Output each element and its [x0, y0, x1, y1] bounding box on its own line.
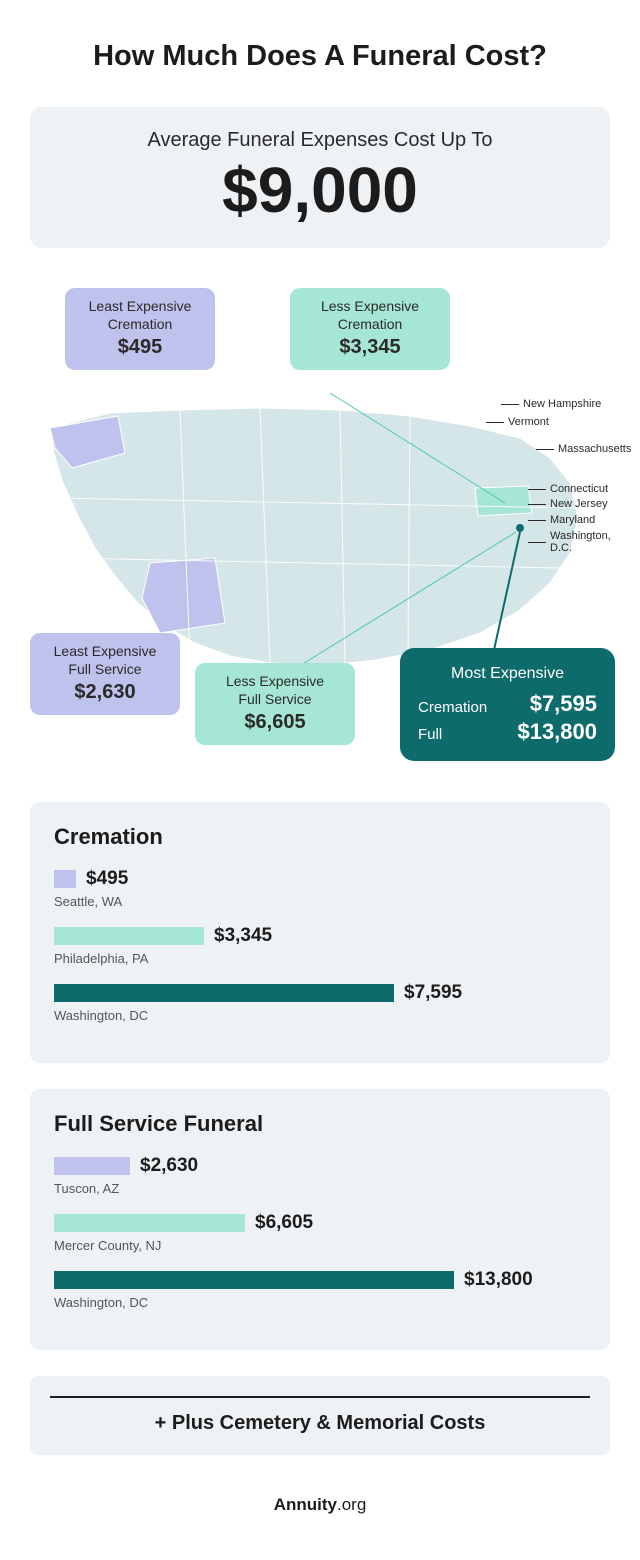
bar-value: $3,345 [214, 925, 272, 947]
callout-least-full: Least Expensive Full Service $2,630 [30, 633, 180, 715]
state-label: Connecticut [550, 483, 608, 495]
bar-value: $13,800 [464, 1269, 533, 1291]
callout-label: Least Expensive [44, 643, 166, 661]
callout-value: $13,800 [517, 718, 597, 746]
brand-name: Annuity [274, 1495, 337, 1514]
callout-value: $3,345 [304, 335, 436, 360]
hero-card: Average Funeral Expenses Cost Up To $9,0… [30, 107, 610, 248]
bar-city: Tuscon, AZ [54, 1181, 586, 1196]
bar-row: $6,605 Mercer County, NJ [54, 1212, 586, 1253]
bar-value: $6,605 [255, 1212, 313, 1234]
bar [54, 870, 76, 888]
callout-label: Cremation [79, 316, 201, 334]
callout-least-cremation: Least Expensive Cremation $495 [65, 288, 215, 370]
bar-city: Mercer County, NJ [54, 1238, 586, 1253]
bar [54, 984, 394, 1002]
state-label: Washington, D.C. [550, 530, 611, 554]
hero-subtitle: Average Funeral Expenses Cost Up To [50, 129, 590, 152]
state-label: New Jersey [550, 498, 607, 510]
callout-value: $495 [79, 335, 201, 360]
callout-value: $2,630 [44, 680, 166, 705]
callout-label: Least Expensive [79, 298, 201, 316]
hero-value: $9,000 [50, 158, 590, 222]
us-map-section: Least Expensive Cremation $495 Less Expe… [30, 288, 610, 768]
plus-costs-text: + Plus Cemetery & Memorial Costs [50, 1396, 590, 1435]
bar [54, 1157, 130, 1175]
callout-less-cremation: Less Expensive Cremation $3,345 [290, 288, 450, 370]
bar-city: Philadelphia, PA [54, 951, 586, 966]
callout-label: Full Service [44, 661, 166, 679]
callout-label: Cremation [418, 699, 487, 718]
bar-row: $3,345 Philadelphia, PA [54, 925, 586, 966]
callout-most-expensive: Most Expensive Cremation $7,595 Full $13… [400, 648, 615, 761]
callout-label: Less Expensive [209, 673, 341, 691]
bar-city: Seattle, WA [54, 894, 586, 909]
callout-label: Most Expensive [418, 664, 597, 684]
callout-value: $6,605 [209, 710, 341, 735]
callout-label: Less Expensive [304, 298, 436, 316]
state-label: Vermont [508, 416, 549, 428]
panel-title: Cremation [54, 824, 586, 850]
page-title: How Much Does A Funeral Cost? [30, 40, 610, 73]
callout-label: Full [418, 726, 442, 745]
bar [54, 1271, 454, 1289]
bar-row: $13,800 Washington, DC [54, 1269, 586, 1310]
bar-city: Washington, DC [54, 1008, 586, 1023]
brand-suffix: .org [337, 1495, 366, 1514]
callout-label: Cremation [304, 316, 436, 334]
full-service-panel: Full Service Funeral $2,630 Tuscon, AZ $6,… [30, 1089, 610, 1350]
bar [54, 1214, 245, 1232]
bar-value: $2,630 [140, 1155, 198, 1177]
callout-label: Full Service [209, 691, 341, 709]
bar-row: $7,595 Washington, DC [54, 982, 586, 1023]
cremation-panel: Cremation $495 Seattle, WA $3,345 Philadelp… [30, 802, 610, 1063]
bar-city: Washington, DC [54, 1295, 586, 1310]
footer-brand: Annuity.org [30, 1495, 610, 1515]
state-label: Massachusetts [558, 443, 631, 455]
callout-less-full: Less Expensive Full Service $6,605 [195, 663, 355, 745]
state-label: New Hampshire [523, 398, 601, 410]
state-label: Maryland [550, 514, 595, 526]
bar-value: $7,595 [404, 982, 462, 1004]
plus-costs-panel: + Plus Cemetery & Memorial Costs [30, 1376, 610, 1455]
callout-value: $7,595 [530, 690, 597, 718]
bar-row: $495 Seattle, WA [54, 868, 586, 909]
bar [54, 927, 204, 945]
bar-row: $2,630 Tuscon, AZ [54, 1155, 586, 1196]
bar-value: $495 [86, 868, 128, 890]
panel-title: Full Service Funeral [54, 1111, 586, 1137]
